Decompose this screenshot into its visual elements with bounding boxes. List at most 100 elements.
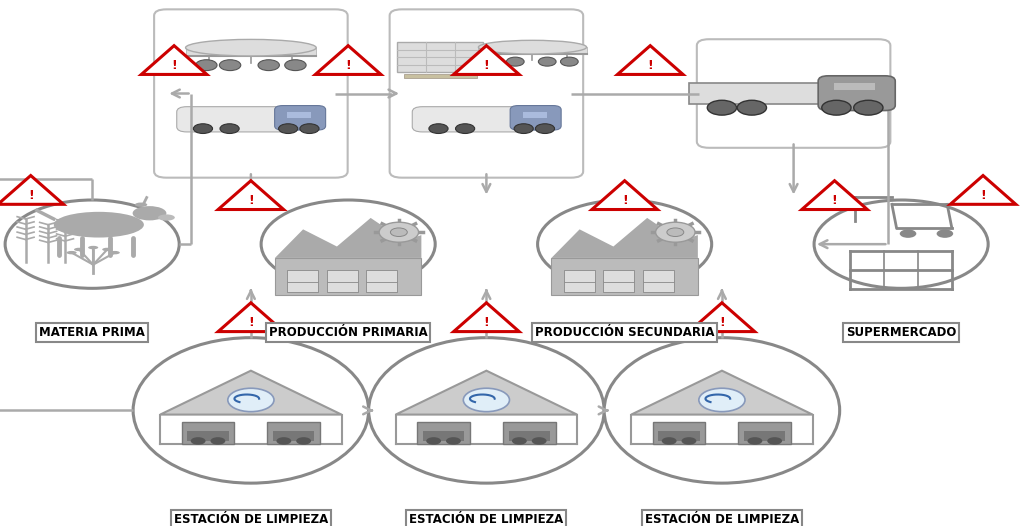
Ellipse shape [133,338,369,483]
Text: !: ! [345,59,351,72]
Text: ESTACIÓN DE LIMPIEZA: ESTACIÓN DE LIMPIEZA [174,513,328,526]
Text: !: ! [483,317,489,329]
Text: ESTACIÓN DE LIMPIEZA: ESTACIÓN DE LIMPIEZA [645,513,799,526]
Polygon shape [689,303,755,331]
Ellipse shape [604,338,840,483]
Text: !: ! [622,195,628,207]
Bar [564,270,595,282]
Polygon shape [395,371,578,414]
FancyBboxPatch shape [413,107,528,132]
Ellipse shape [185,39,316,56]
Circle shape [900,229,916,238]
Bar [288,280,318,292]
Circle shape [279,124,298,134]
Text: !: ! [248,317,254,329]
Bar [397,42,483,73]
Circle shape [456,124,475,134]
Ellipse shape [67,251,77,255]
Bar [688,84,828,104]
Circle shape [514,124,534,134]
Bar [185,48,316,55]
Ellipse shape [53,212,143,238]
Ellipse shape [135,203,147,207]
Bar [652,422,706,444]
Text: !: ! [647,59,653,72]
Circle shape [486,57,505,66]
Text: MATERIA PRIMA: MATERIA PRIMA [39,326,145,339]
Text: !: ! [831,195,838,207]
Polygon shape [617,46,683,75]
Bar [287,112,311,118]
Circle shape [560,57,579,66]
Circle shape [667,228,684,237]
Bar [509,431,550,440]
Bar [367,270,397,282]
Circle shape [296,437,311,444]
Bar [187,431,228,440]
Text: !: ! [483,59,489,72]
Bar [327,270,357,282]
Polygon shape [802,181,867,209]
Text: PRODUCCIÓN SECUNDARIA: PRODUCCIÓN SECUNDARIA [535,326,715,339]
Bar [423,431,464,440]
Circle shape [285,60,306,70]
Polygon shape [551,218,698,258]
Bar [834,84,874,90]
Polygon shape [592,181,657,209]
Ellipse shape [102,248,113,251]
Ellipse shape [814,200,988,288]
Bar [551,258,698,295]
Ellipse shape [158,215,175,221]
Polygon shape [160,371,342,414]
Circle shape [276,437,291,444]
Polygon shape [274,218,422,258]
Polygon shape [631,371,813,414]
Circle shape [258,60,280,70]
Circle shape [190,437,206,444]
Bar [643,270,674,282]
Circle shape [531,437,547,444]
Bar [367,280,397,292]
Circle shape [854,100,883,115]
Ellipse shape [110,251,120,255]
FancyBboxPatch shape [818,76,895,110]
Circle shape [463,388,510,412]
FancyBboxPatch shape [177,107,293,132]
Circle shape [682,437,696,444]
Bar [403,74,477,78]
Text: SUPERMERCADO: SUPERMERCADO [846,326,956,339]
Circle shape [426,437,441,444]
Circle shape [655,222,695,242]
Circle shape [300,124,319,134]
FancyBboxPatch shape [389,9,583,178]
Circle shape [512,437,526,444]
Bar [274,258,422,295]
Circle shape [379,222,419,242]
Circle shape [539,57,556,66]
Text: !: ! [28,189,34,202]
Circle shape [821,100,851,115]
Bar [327,280,357,292]
Text: !: ! [719,317,725,329]
Circle shape [536,124,555,134]
FancyBboxPatch shape [274,106,326,130]
Circle shape [446,437,461,444]
Circle shape [219,60,241,70]
Circle shape [220,124,240,134]
Circle shape [748,437,762,444]
Text: ESTACIÓN DE LIMPIEZA: ESTACIÓN DE LIMPIEZA [410,513,563,526]
Ellipse shape [261,200,435,288]
Circle shape [196,60,217,70]
Polygon shape [218,181,284,209]
Bar [522,112,547,118]
Text: PRODUCCIÓN PRIMARIA: PRODUCCIÓN PRIMARIA [268,326,428,339]
Bar [503,422,556,444]
Bar [643,280,674,292]
Circle shape [937,229,953,238]
Bar [273,431,314,440]
Text: !: ! [980,189,986,202]
Ellipse shape [133,206,167,220]
Polygon shape [0,176,63,204]
Ellipse shape [5,200,179,288]
Circle shape [737,100,767,115]
